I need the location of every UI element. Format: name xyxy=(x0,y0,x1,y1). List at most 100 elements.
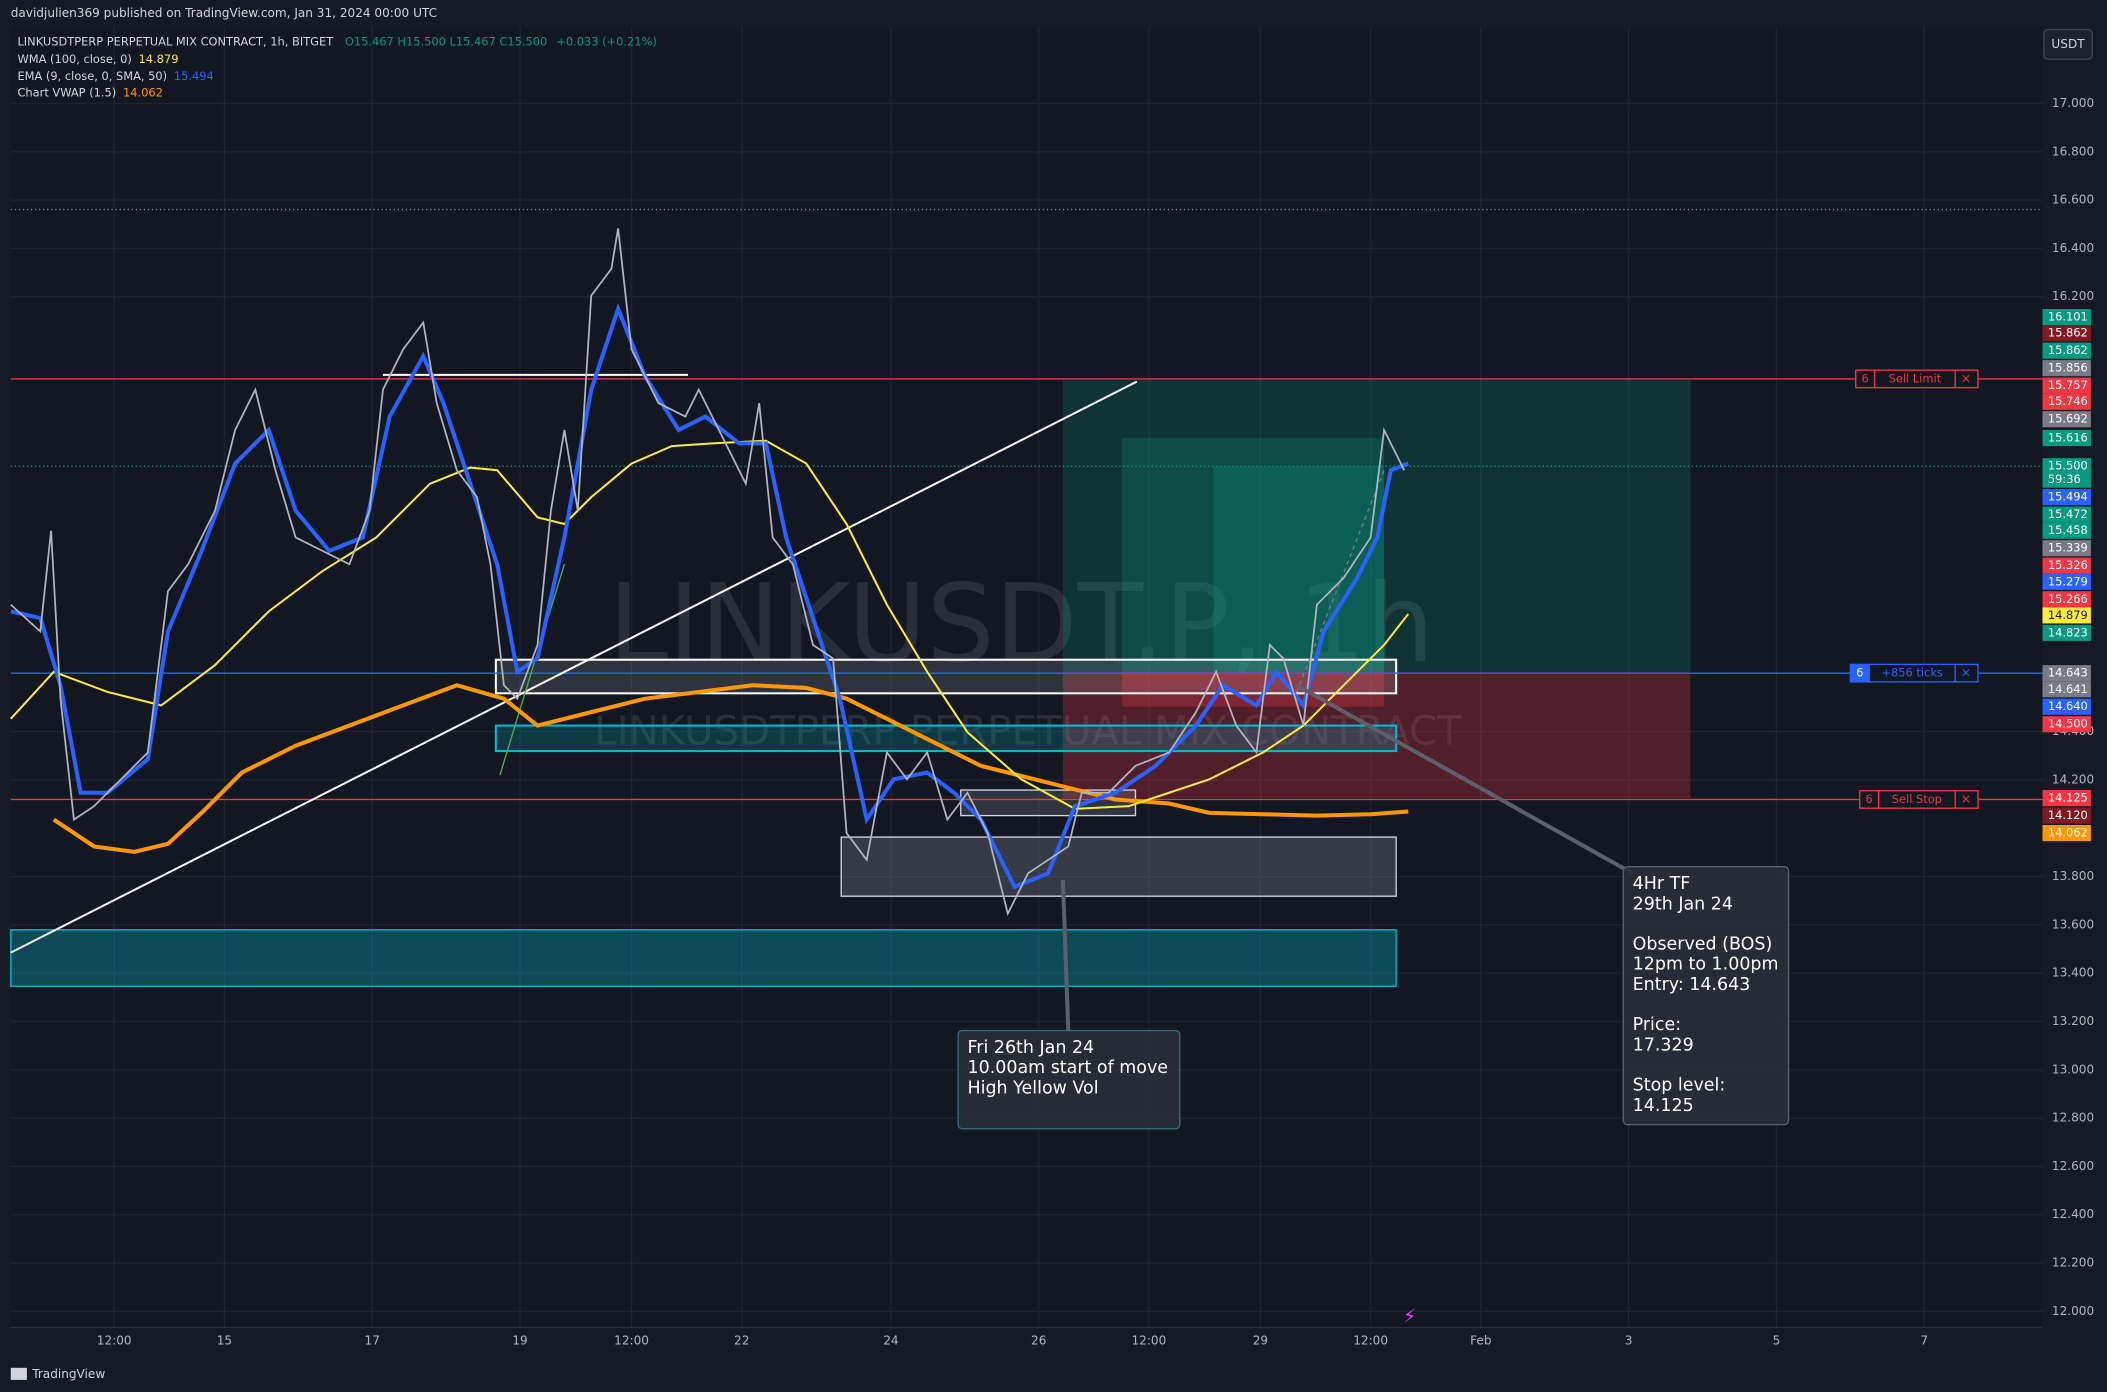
price-tag-label: 14.120 xyxy=(2048,808,2088,822)
annotation-connector xyxy=(1060,880,1071,1031)
price-axis-label: 12.800 xyxy=(2052,1111,2094,1125)
wma-line xyxy=(10,439,1410,810)
price-tag xyxy=(2042,325,2091,342)
price-tag xyxy=(2042,573,2091,590)
annotation-text: High Yellow Vol xyxy=(968,1078,1099,1098)
alert-icon[interactable]: ⚡ xyxy=(1403,1306,1416,1327)
indicator-legend: WMA (100, close, 0) 14.879 EMA (9, close, … xyxy=(17,52,213,100)
price-axis-label: 12.000 xyxy=(2052,1304,2094,1318)
price-axis-label: 13.600 xyxy=(2052,917,2094,931)
price-tag xyxy=(2042,360,2091,377)
profit-zone-inner xyxy=(1213,466,1385,672)
price-tag-label: 15.279 xyxy=(2048,574,2088,588)
price-tag xyxy=(2042,458,2091,488)
indicator: Chart VWAP (1.5) 14.062 xyxy=(17,85,162,99)
indicator-name: WMA (100, close, 0) xyxy=(17,52,131,66)
time-axis-label: 19 xyxy=(512,1333,527,1347)
order-qty[interactable]: 6 xyxy=(1861,371,1868,385)
price-tag-label: 15.494 xyxy=(2048,490,2088,504)
symbol: LINKUSDTPERP PERPETUAL MIX CONTRACT, 1h,… xyxy=(17,34,656,48)
order-label[interactable]: Sell Stop xyxy=(1892,792,1942,806)
time-axis-label: 12:00 xyxy=(1353,1333,1388,1347)
price-axis-label: 13.400 xyxy=(2052,966,2094,980)
price-axis-label: 16.800 xyxy=(2052,144,2094,158)
time-axis-label: 15 xyxy=(217,1333,232,1347)
time-axis-label: 12:00 xyxy=(614,1333,649,1347)
price-tag xyxy=(2042,342,2091,359)
time-axis-label: 22 xyxy=(734,1333,749,1347)
publisher: davidjulien369 published on TradingView.… xyxy=(11,6,437,20)
symbol-name: LINKUSDTPERP PERPETUAL MIX CONTRACT, 1h,… xyxy=(17,34,333,48)
time-axis-label: 3 xyxy=(1625,1333,1633,1347)
currency[interactable]: USDT xyxy=(2051,37,2085,51)
price-tag xyxy=(2042,540,2091,557)
annotation-box xyxy=(1622,865,1790,1126)
indicator-value: 14.879 xyxy=(139,52,179,66)
price-tag-label: 15.472 xyxy=(2048,507,2088,521)
order-qty-bg[interactable] xyxy=(1855,369,1876,389)
time-axis-label: 29 xyxy=(1253,1333,1268,1347)
price-tag-label: 15.266 xyxy=(2048,592,2088,606)
demand-box xyxy=(10,929,1397,987)
annotation-text: Fri 26th Jan 24 xyxy=(968,1038,1095,1058)
price-tag-label: 14.125 xyxy=(2048,791,2088,805)
annotation-text: Price: xyxy=(1633,1015,1681,1035)
annotation-text: 17.329 xyxy=(1633,1035,1694,1055)
price-tag-label: 14.062 xyxy=(2048,826,2088,840)
order-qty[interactable]: 6 xyxy=(1856,666,1863,680)
currency-button[interactable] xyxy=(2043,28,2093,60)
annotation-text: 4Hr TF xyxy=(1633,874,1691,894)
order-label[interactable]: +856 ticks xyxy=(1881,666,1942,680)
annotation-text: 10.00am start of move xyxy=(968,1058,1169,1078)
price-tag-label: 15.746 xyxy=(2048,394,2088,408)
price-tag-label: 15.856 xyxy=(2048,361,2088,375)
range-box xyxy=(840,836,1397,897)
annotation-text: 14.125 xyxy=(1633,1096,1694,1116)
time-axis-label: 12:00 xyxy=(1131,1333,1166,1347)
ohlc: O15.467 H15.500 L15.467 C15.500 xyxy=(345,34,547,48)
price-axis-label: 13.800 xyxy=(2052,869,2094,883)
order-close[interactable]: × xyxy=(1961,792,1971,806)
order-qty-bg[interactable] xyxy=(1859,790,1880,809)
price-axis-label: 13.200 xyxy=(2052,1014,2094,1028)
trendline-green xyxy=(499,564,566,776)
time-axis-label: 5 xyxy=(1773,1333,1781,1347)
order-qty-bg[interactable] xyxy=(1849,663,1870,683)
price-tag-label: 15.500 xyxy=(2048,459,2088,473)
price-tag xyxy=(2042,309,2091,326)
price-tag-label: 14.641 xyxy=(2048,682,2088,696)
price-axis-label: 14.200 xyxy=(2052,772,2094,786)
price-axis-label: 17.000 xyxy=(2052,96,2094,110)
annotation-text: Entry: 14.643 xyxy=(1633,975,1751,995)
price-tag xyxy=(2042,377,2091,394)
order-close[interactable]: × xyxy=(1961,666,1971,680)
price-tag-label: 14.823 xyxy=(2048,625,2088,639)
price-tag xyxy=(2042,489,2091,506)
price-tag-label: 14.643 xyxy=(2048,666,2088,680)
price-tag-label: 15.326 xyxy=(2048,558,2088,572)
price-tag-label: 15.339 xyxy=(2048,541,2088,555)
price-tag xyxy=(2042,393,2091,410)
price-tag-label: 14.500 xyxy=(2048,717,2088,731)
price-tag-label: 15.862 xyxy=(2048,343,2088,357)
indicator-name: EMA (9, close, 0, SMA, 50) xyxy=(17,68,167,82)
price-axis-label: 16.400 xyxy=(2052,241,2094,255)
annotation-text: 12pm to 1.00pm xyxy=(1633,955,1779,975)
price-tag xyxy=(2042,557,2091,574)
time-axis-label: Feb xyxy=(1470,1333,1491,1347)
price-tag xyxy=(2042,698,2091,715)
price-axis-label: 12.400 xyxy=(2052,1207,2094,1221)
price-axis-label: 16.600 xyxy=(2052,193,2094,207)
order-label[interactable]: Sell Limit xyxy=(1889,371,1942,385)
profit-zone-inner xyxy=(1122,438,1385,672)
indicator: WMA (100, close, 0) 14.879 xyxy=(17,52,178,66)
price-tag xyxy=(2042,624,2091,641)
price-tag-label: 15.458 xyxy=(2048,523,2088,537)
time-axis-label: 24 xyxy=(883,1333,898,1347)
order-close[interactable]: × xyxy=(1961,371,1971,385)
footer-brand: TradingView xyxy=(31,1367,105,1381)
annotation-text: 29th Jan 24 xyxy=(1633,894,1733,914)
order-qty[interactable]: 6 xyxy=(1866,792,1873,806)
profit-zone xyxy=(1062,380,1691,672)
price-tag xyxy=(2042,665,2091,682)
